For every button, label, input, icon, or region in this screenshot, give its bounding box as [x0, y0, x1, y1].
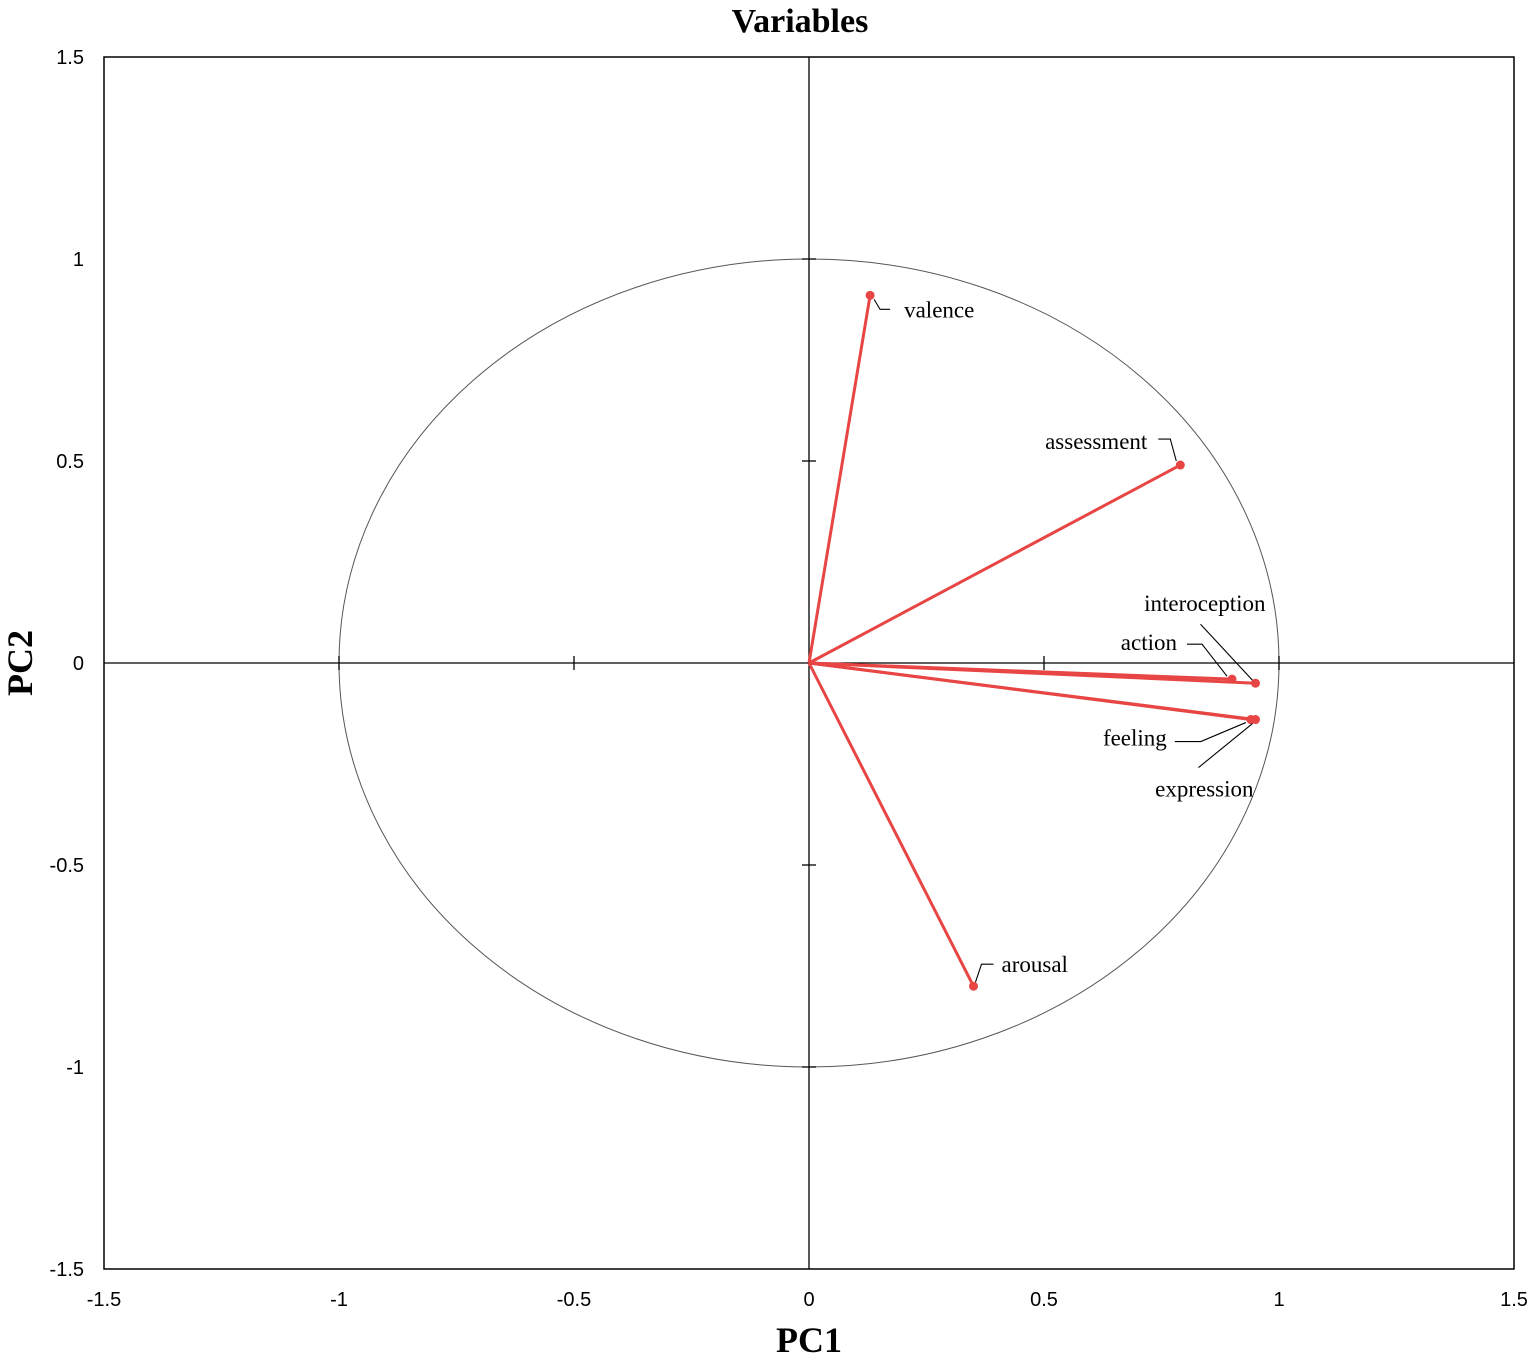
y-tick-label: -1.5	[50, 1259, 84, 1281]
leader-arousal	[974, 963, 994, 983]
label-expression: expression	[1155, 777, 1254, 802]
leader-action	[1187, 643, 1228, 677]
label-leader-lines	[873, 299, 1253, 983]
x-tick-label: -1.5	[87, 1289, 121, 1311]
y-axis-label: PC2	[0, 630, 40, 696]
label-action: action	[1121, 630, 1178, 655]
point-arousal	[969, 981, 978, 991]
vector-expression	[808, 661, 1256, 722]
vector-assessment	[808, 463, 1182, 665]
y-tick-label: 0	[73, 653, 84, 675]
point-action	[1227, 674, 1237, 684]
leader-assessment	[1158, 438, 1177, 462]
y-tick-label: -1	[66, 1057, 84, 1079]
x-tick-label: -1	[330, 1289, 348, 1311]
y-tick-label: 0.5	[56, 451, 84, 473]
label-interoception: interoception	[1144, 591, 1266, 616]
y-tick-label: 1.5	[56, 47, 84, 69]
x-tick-label: -0.5	[557, 1289, 591, 1311]
x-axis-label: PC1	[776, 1320, 842, 1360]
x-tick-label: 0.5	[1030, 1289, 1058, 1311]
leader-feeling	[1174, 722, 1247, 743]
point-interoception	[1251, 678, 1260, 688]
variable-vectors	[807, 290, 1260, 991]
x-tick-label: 1.5	[1500, 1289, 1528, 1311]
point-valence	[865, 290, 875, 300]
point-assessment	[1175, 460, 1185, 470]
vector-action	[808, 661, 1233, 681]
label-assessment: assessment	[1045, 429, 1148, 454]
leader-interoception	[1200, 623, 1253, 681]
x-axis-ticks: -1.5 -1 -0.5 0 0.5 1 1.5	[87, 656, 1528, 1311]
label-arousal: arousal	[1002, 952, 1068, 977]
point-expression	[1251, 715, 1260, 725]
vector-arousal	[807, 662, 975, 987]
x-tick-label: 1	[1273, 1289, 1284, 1311]
vector-valence	[807, 295, 872, 664]
variable-labels: valence assessment interoception action feel…	[904, 297, 1266, 977]
leader-expression	[1198, 723, 1253, 768]
y-axis-ticks: -1.5 -1 -0.5 0 0.5 1 1.5	[50, 47, 816, 1281]
chart-title: Variables	[732, 3, 869, 40]
leader-valence	[873, 299, 891, 310]
y-tick-label: -0.5	[50, 855, 84, 877]
x-tick-label: 0	[803, 1289, 814, 1311]
y-tick-label: 1	[73, 249, 84, 271]
label-valence: valence	[904, 297, 974, 322]
label-feeling: feeling	[1103, 726, 1167, 751]
